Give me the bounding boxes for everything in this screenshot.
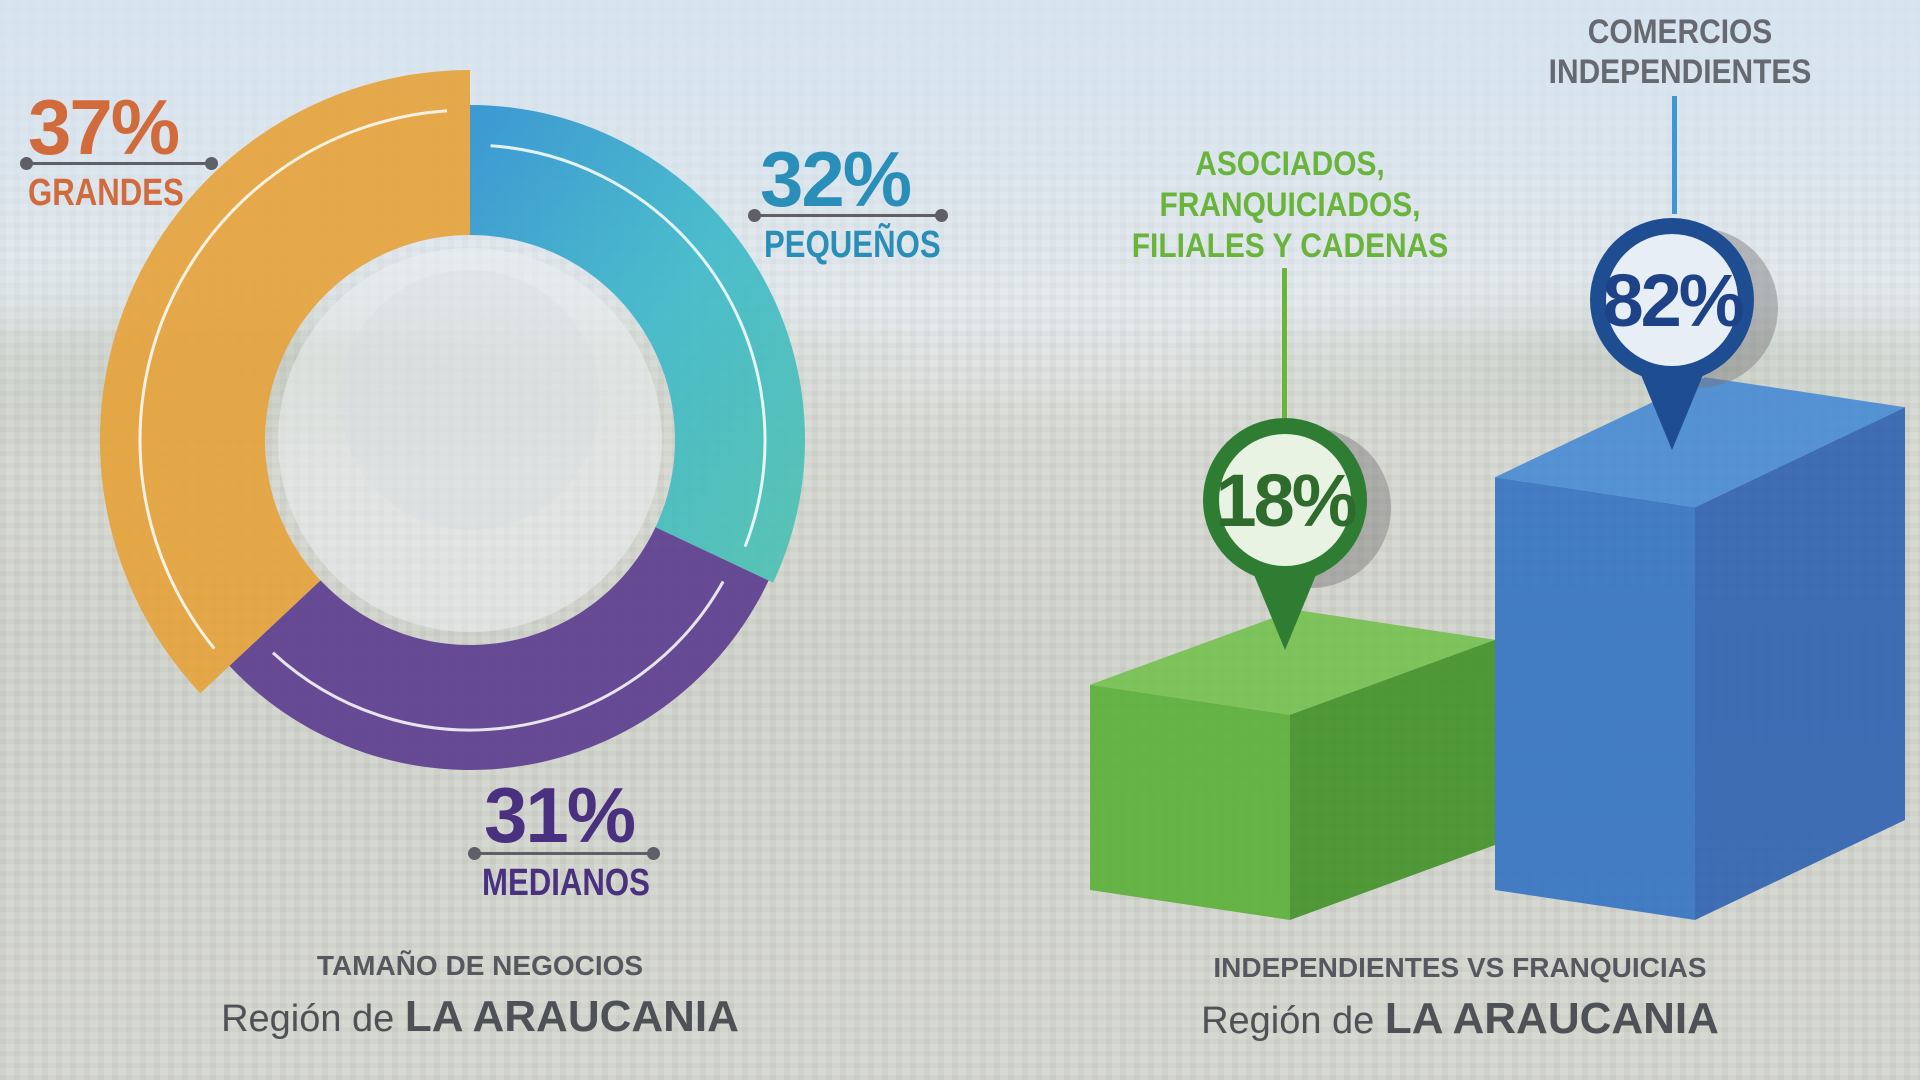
bars-caption: INDEPENDIENTES VS FRANQUICIAS — [1213, 952, 1707, 983]
bar-label-independent-line-1: COMERCIOS — [1587, 13, 1773, 51]
donut-region-subtitle: Región de LA ARAUCANIA — [120, 992, 840, 1042]
pie-label-grandes: GRANDES — [28, 172, 184, 214]
bar-independent-top — [1495, 377, 1905, 508]
bar-independent-front — [1495, 477, 1695, 920]
donut-slice-pequenos-highlight-arc — [490, 144, 767, 548]
pin-independent-tip — [1634, 358, 1710, 450]
pin-franchise-inner — [1219, 434, 1351, 566]
bar-label-independent: COMERCIOS INDEPENDIENTES — [1504, 12, 1856, 92]
bar-franchise-side — [1290, 639, 1495, 920]
bars-region-prefix: Región de — [1201, 1000, 1375, 1042]
donut-slice-grandes-highlight-arc — [138, 109, 448, 650]
donut-slice-medianos-highlight-arc — [271, 580, 725, 732]
donut-region-name: LA ARAUCANIA — [404, 992, 739, 1041]
bar-independent-side — [1695, 407, 1905, 920]
franchise-pointer-line — [1282, 268, 1287, 418]
donut-caption: TAMAÑO DE NEGOCIOS — [316, 950, 644, 981]
pin-franchise-tip — [1247, 558, 1323, 650]
bars-region-name: LA ARAUCANIA — [1384, 994, 1719, 1043]
grandes-leader-line — [20, 157, 218, 170]
pie-label-medianos: MEDIANOS — [482, 862, 650, 904]
pin-independent-inner — [1606, 234, 1738, 366]
pequenos-leader-line — [748, 209, 948, 222]
bar-label-franchise: ASOCIADOS, FRANQUICIADOS, FILIALES Y CAD… — [1105, 144, 1475, 266]
pie-label-pequenos: PEQUEÑOS — [764, 224, 941, 266]
donut-hole — [278, 248, 662, 632]
bar-franchise-top — [1090, 609, 1495, 715]
bar-label-franchise-line-3: FILIALES Y CADENAS — [1131, 226, 1449, 265]
donut-region-prefix: Región de — [221, 998, 395, 1040]
donut-slice-grandes — [100, 70, 471, 694]
bar-label-independent-line-2: INDEPENDIENTES — [1548, 53, 1812, 92]
bar-independent-value-label: 82% — [1602, 259, 1742, 342]
medianos-leader-line — [468, 847, 660, 860]
pie-label-grandes-value: 37% — [28, 83, 180, 171]
pie-label-pequenos-value: 32% — [760, 135, 912, 223]
bars-region-subtitle: Región de LA ARAUCANIA — [1100, 994, 1820, 1044]
bar-franchise-front — [1090, 684, 1290, 920]
bar-label-franchise-line-2: FRANQUICIADOS, — [1159, 185, 1421, 224]
independent-pointer-line — [1672, 96, 1677, 214]
pie-label-medianos-value: 31% — [484, 771, 636, 859]
bar-franchise-value-label: 18% — [1215, 459, 1355, 542]
bar-label-franchise-line-1: ASOCIADOS, — [1195, 145, 1385, 183]
donut-slice-pequenos — [470, 105, 805, 583]
